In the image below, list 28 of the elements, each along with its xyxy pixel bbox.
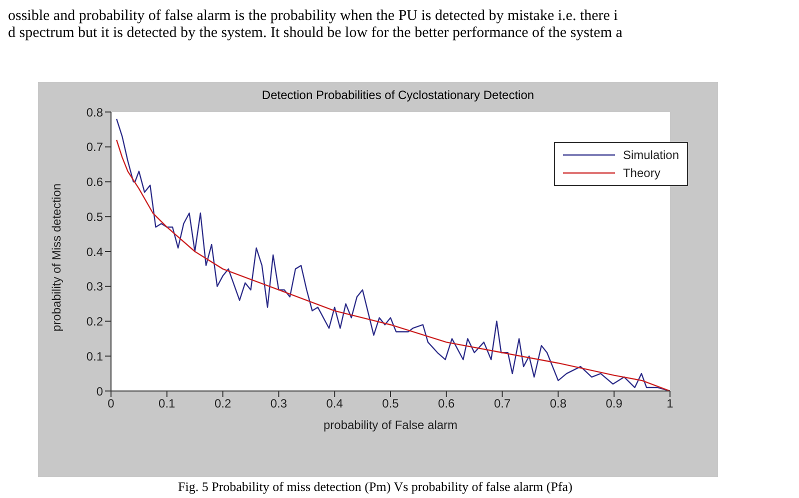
x-tick-label: 0.3	[270, 396, 288, 411]
caption: Fig. 5 Probability of miss detection (Pm) Vs probability of false alarm (Pfa)	[178, 479, 574, 495]
y-tick-label: 0.5	[86, 210, 104, 224]
x-tick-label: 0.6	[438, 396, 456, 411]
x-tick-label: 0.2	[214, 396, 232, 411]
legend-label: Theory	[622, 165, 660, 182]
x-tick-label: 0.4	[326, 396, 344, 411]
x-axis-title: probability of False alarm	[323, 418, 458, 432]
x-tick-label: 0.7	[494, 396, 511, 411]
y-axis-title: probability of Miss detection	[49, 183, 64, 332]
y-tick-label: 0.1	[86, 349, 104, 364]
y-tick-label: 0.7	[86, 140, 104, 154]
y-tick-label: 0.6	[86, 175, 104, 190]
y-tick-label: 0.3	[86, 280, 104, 294]
y-tick-label: 0.8	[86, 105, 104, 120]
x-tick-label: 0.8	[550, 396, 567, 411]
legend-label: Simulation	[622, 147, 679, 164]
x-tick-label: 0.1	[158, 396, 176, 411]
x-tick-label: 0	[108, 396, 115, 411]
chart-title: Detection Probabilities of Cyclostationary Detection	[260, 87, 536, 102]
text: ossible and probability of false alarm is the probability when the PU is detected by mistake i.e. there i	[8, 8, 619, 25]
x-tick-label: 0.9	[606, 396, 623, 411]
y-tick-label: 0.2	[86, 314, 104, 329]
x-tick-label: 0.5	[382, 396, 400, 411]
y-tick-label: 0	[96, 384, 104, 398]
text: d spectrum but it is detected by the system. It should be low for the better performance of the system a	[8, 25, 624, 42]
x-tick-label: 1	[666, 396, 674, 411]
y-tick-label: 0.4	[86, 244, 104, 259]
